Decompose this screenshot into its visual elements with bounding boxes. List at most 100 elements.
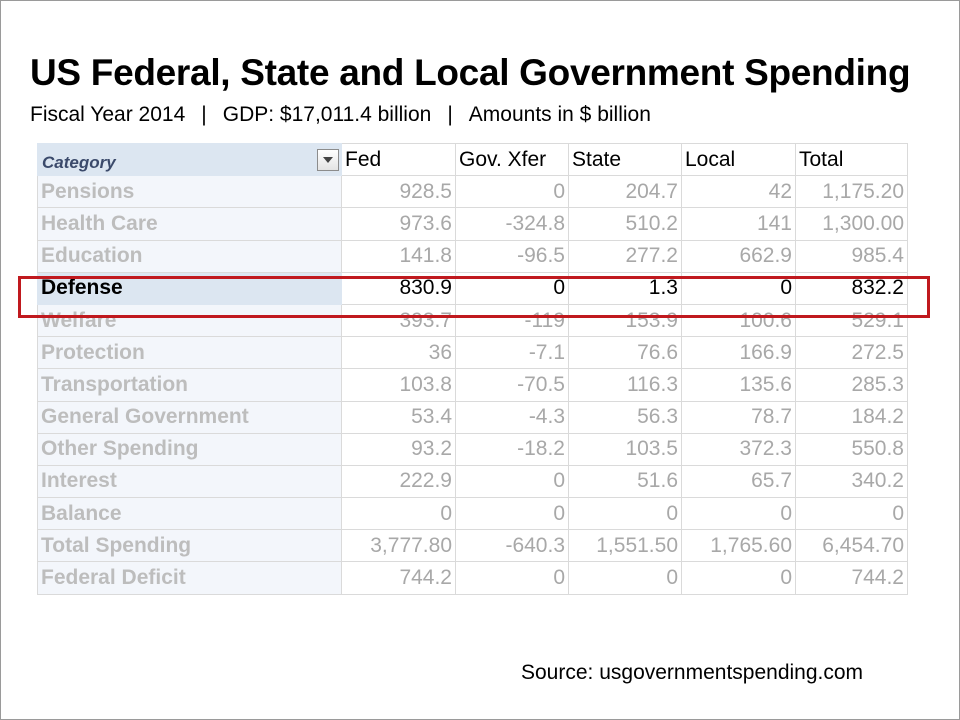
cell-fed: 103.8 [341, 368, 456, 402]
cell-fed: 393.7 [341, 303, 456, 338]
cell-gov-xfer: -7.1 [455, 336, 569, 370]
table-row: Federal Deficit 744.2 0 0 0 744.2 [37, 561, 908, 595]
subtitle-separator: | [201, 103, 207, 126]
cell-total: 184.2 [795, 400, 908, 434]
column-header-total: Total [795, 142, 908, 177]
header-row: Category Fed Gov. Xfer State Local Total [37, 142, 908, 177]
cell-local: 78.7 [681, 400, 796, 434]
subtitle: Fiscal Year 2014 | GDP: $17,011.4 billion |… [30, 103, 651, 127]
page-title: US Federal, State and Local Government S… [30, 52, 911, 93]
cell-fed: 93.2 [341, 432, 456, 466]
table-body: Pensions 928.5 0 204.7 42 1,175.20 Health Care… [37, 175, 908, 595]
cell-category: Federal Deficit [37, 561, 342, 595]
cell-category: Education [37, 239, 342, 273]
filter-dropdown-icon[interactable] [317, 149, 339, 171]
cell-local: 42 [681, 175, 796, 209]
cell-gov-xfer: 0 [455, 175, 569, 209]
cell-category: Health Care [37, 207, 342, 241]
cell-gov-xfer: 0 [455, 464, 569, 499]
cell-total: 550.8 [795, 432, 908, 466]
cell-category: General Government [37, 400, 342, 434]
cell-fed: 36 [341, 336, 456, 370]
cell-state: 103.5 [568, 432, 682, 466]
cell-state: 510.2 [568, 207, 682, 241]
cell-category: Transportation [37, 368, 342, 402]
cell-total: 6,454.70 [795, 529, 908, 563]
table-row: Other Spending 93.2 -18.2 103.5 372.3 550.8 [37, 432, 908, 466]
cell-state: 51.6 [568, 464, 682, 499]
cell-state: 204.7 [568, 175, 682, 209]
cell-total: 0 [795, 497, 908, 531]
cell-gov-xfer: -70.5 [455, 368, 569, 402]
source-note: Source: usgovernmentspending.com [521, 661, 864, 684]
cell-total: 1,300.00 [795, 207, 908, 241]
table-row: Transportation 103.8 -70.5 116.3 135.6 285.3 [37, 368, 908, 402]
table-row: Total Spending 3,777.80 -640.3 1,551.50 1,76… [37, 529, 908, 563]
table-row: Pensions 928.5 0 204.7 42 1,175.20 [37, 175, 908, 209]
cell-local: 166.9 [681, 336, 796, 370]
cell-state: 0 [568, 561, 682, 595]
cell-gov-xfer: 0 [455, 497, 569, 531]
cell-local: 100.6 [681, 303, 796, 338]
cell-category: Total Spending [37, 529, 342, 563]
cell-gov-xfer: -96.5 [455, 239, 569, 273]
gdp-label: GDP: $17,011.4 billion [222, 103, 432, 126]
fiscal-year-label: Fiscal Year 2014 [30, 103, 186, 126]
cell-total: 1,175.20 [795, 175, 908, 209]
cell-total: 744.2 [795, 561, 908, 595]
column-header-fed: Fed [341, 142, 456, 177]
cell-local: 65.7 [681, 464, 796, 499]
cell-local: 372.3 [681, 432, 796, 466]
cell-gov-xfer: -18.2 [455, 432, 569, 466]
table-row: Interest 222.9 0 51.6 65.7 340.2 [37, 464, 908, 499]
cell-fed: 53.4 [341, 400, 456, 434]
cell-fed: 973.6 [341, 207, 456, 241]
table-row: Protection 36 -7.1 76.6 166.9 272.5 [37, 336, 908, 370]
table-row: Balance 0 0 0 0 0 [37, 497, 908, 531]
cell-local: 0 [681, 497, 796, 531]
table-row: Education 141.8 -96.5 277.2 662.9 985.4 [37, 239, 908, 273]
subtitle-separator: | [447, 103, 453, 126]
column-header-local: Local [681, 142, 796, 177]
cell-local: 141 [681, 207, 796, 241]
spending-table: Category Fed Gov. Xfer State Local Total… [37, 142, 908, 595]
cell-fed: 222.9 [341, 464, 456, 499]
cell-category: Other Spending [37, 432, 342, 466]
column-header-label: Category [42, 152, 116, 172]
cell-gov-xfer: 0 [455, 561, 569, 595]
cell-total: 272.5 [795, 336, 908, 370]
column-header-state: State [568, 142, 682, 177]
cell-total: 285.3 [795, 368, 908, 402]
cell-total: 529.1 [795, 303, 908, 338]
cell-category: Protection [37, 336, 342, 370]
cell-fed: 0 [341, 497, 456, 531]
cell-total: 985.4 [795, 239, 908, 273]
cell-local: 0 [681, 561, 796, 595]
cell-total: 340.2 [795, 464, 908, 499]
cell-state: 76.6 [568, 336, 682, 370]
cell-local: 662.9 [681, 239, 796, 273]
cell-fed: 928.5 [341, 175, 456, 209]
cell-category: Pensions [37, 175, 342, 209]
table-row: Health Care 973.6 -324.8 510.2 141 1,300.00 [37, 207, 908, 241]
cell-category: Welfare [37, 303, 342, 338]
cell-fed: 3,777.80 [341, 529, 456, 563]
cell-state: 1,551.50 [568, 529, 682, 563]
cell-gov-xfer: -4.3 [455, 400, 569, 434]
units-label: Amounts in $ billion [468, 103, 651, 126]
cell-category: Interest [37, 464, 342, 499]
cell-category: Balance [37, 497, 342, 531]
table-row: General Government 53.4 -4.3 56.3 78.7 184.2 [37, 400, 908, 434]
cell-gov-xfer: -324.8 [455, 207, 569, 241]
cell-fed: 744.2 [341, 561, 456, 595]
cell-state: 56.3 [568, 400, 682, 434]
cell-state: 116.3 [568, 368, 682, 402]
cell-gov-xfer: -640.3 [455, 529, 569, 563]
cell-local: 1,765.60 [681, 529, 796, 563]
cell-state: 277.2 [568, 239, 682, 273]
defense-highlight-box [18, 276, 930, 318]
cell-fed: 141.8 [341, 239, 456, 273]
column-header-gov-xfer: Gov. Xfer [455, 142, 569, 177]
column-header-category: Category [37, 142, 342, 177]
cell-state: 0 [568, 497, 682, 531]
